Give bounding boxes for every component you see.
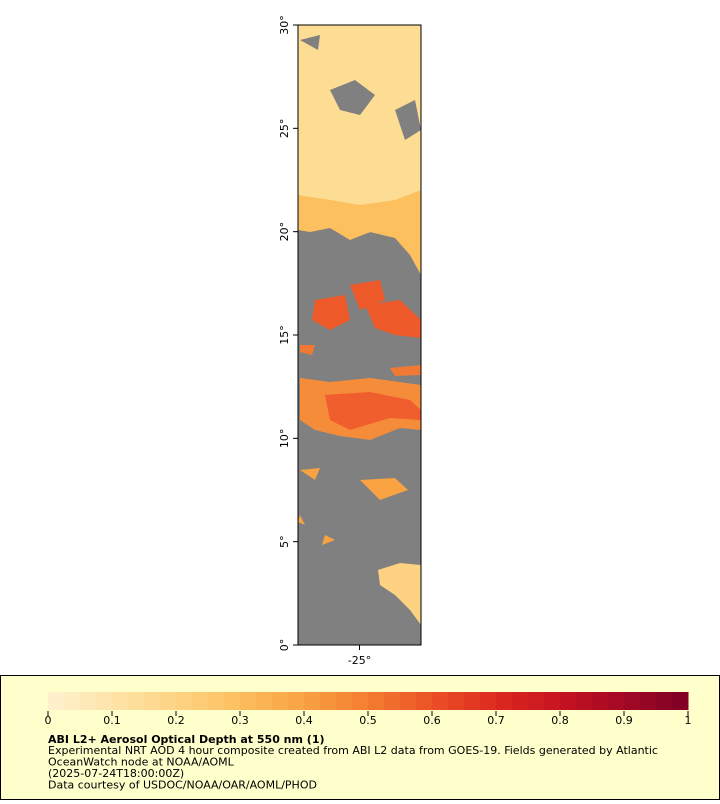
colorbar-segment [672, 692, 689, 710]
colorbar-tick-label: 1 [685, 714, 692, 727]
legend-title: ABI L2+ Aerosol Optical Depth at 550 nm … [48, 733, 325, 746]
colorbar-segment [304, 692, 321, 710]
y-tick-label: 0° [278, 639, 291, 652]
legend-note: Data courtesy of USDOC/NOAA/OAR/AOML/PHO… [48, 779, 317, 792]
colorbar-segment [592, 692, 609, 710]
colorbar-tick-label: 0.9 [615, 714, 633, 727]
aod-region [300, 345, 421, 376]
legend-note: OceanWatch node at NOAA/AOML [48, 756, 235, 769]
colorbar-segment [352, 692, 369, 710]
colorbar-tick-label: 0.7 [487, 714, 505, 727]
colorbar-segment [496, 692, 513, 710]
colorbar-segment [224, 692, 241, 710]
aod-region [298, 190, 421, 275]
y-tick-label: 20° [278, 222, 291, 242]
colorbar-tick-label: 0.8 [551, 714, 569, 727]
colorbar-tick-label: 0.6 [423, 714, 441, 727]
colorbar-segment [272, 692, 289, 710]
colorbar-segment [416, 692, 433, 710]
y-tick-label: 5° [278, 535, 291, 548]
y-tick-label: 25° [278, 119, 291, 139]
colorbar-segment [160, 692, 177, 710]
colorbar-segment [624, 692, 641, 710]
colorbar-segment [96, 692, 113, 710]
y-tick-label: 15° [278, 325, 291, 345]
aod-region [325, 392, 421, 430]
colorbar-tick-label: 0 [45, 714, 52, 727]
colorbar-segment [128, 692, 145, 710]
colorbar-segment [512, 692, 529, 710]
colorbar-tick-label: 0.5 [359, 714, 377, 727]
colorbar-segment [656, 692, 673, 710]
colorbar-tick-label: 0.1 [103, 714, 121, 727]
aod-region [378, 563, 421, 625]
colorbar-segment [336, 692, 353, 710]
legend-note: Experimental NRT AOD 4 hour composite cr… [48, 744, 658, 757]
y-tick-label: 10° [278, 429, 291, 449]
colorbar-segment [464, 692, 481, 710]
colorbar-segment [432, 692, 449, 710]
colorbar-segment [240, 692, 257, 710]
colorbar-segment [368, 692, 385, 710]
colorbar-segment [256, 692, 273, 710]
colorbar-segment [208, 692, 225, 710]
aod-region [298, 468, 408, 545]
colorbar-segment [192, 692, 209, 710]
y-tick-label: 30° [278, 15, 291, 35]
colorbar-segment [112, 692, 129, 710]
colorbar-segment [80, 692, 97, 710]
colorbar-segment [288, 692, 305, 710]
colorbar-segment [400, 692, 417, 710]
colorbar-tick-label: 0.2 [167, 714, 185, 727]
colorbar-segment [144, 692, 161, 710]
legend-note: (2025-07-24T18:00:00Z) [48, 767, 184, 780]
colorbar-segment [640, 692, 657, 710]
colorbar-segment [448, 692, 465, 710]
colorbar-segment [576, 692, 593, 710]
colorbar-segment [608, 692, 625, 710]
colorbar-segment [384, 692, 401, 710]
colorbar-tick-label: 0.3 [231, 714, 249, 727]
colorbar-segment [48, 692, 65, 710]
aod-field [298, 25, 421, 645]
colorbar-segment [528, 692, 545, 710]
x-tick-label: -25° [348, 654, 371, 667]
colorbar-segment [480, 692, 497, 710]
aod-region [312, 280, 421, 338]
aod-gap [300, 35, 421, 140]
colorbar-segment [176, 692, 193, 710]
colorbar-tick-label: 0.4 [295, 714, 313, 727]
colorbar-segment [320, 692, 337, 710]
colorbar-segment [560, 692, 577, 710]
colorbar-segment [544, 692, 561, 710]
colorbar-segment [64, 692, 81, 710]
